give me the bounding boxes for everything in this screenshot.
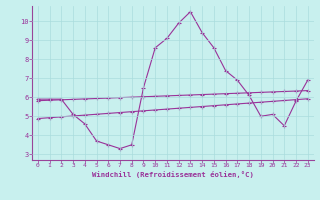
X-axis label: Windchill (Refroidissement éolien,°C): Windchill (Refroidissement éolien,°C) [92,171,254,178]
